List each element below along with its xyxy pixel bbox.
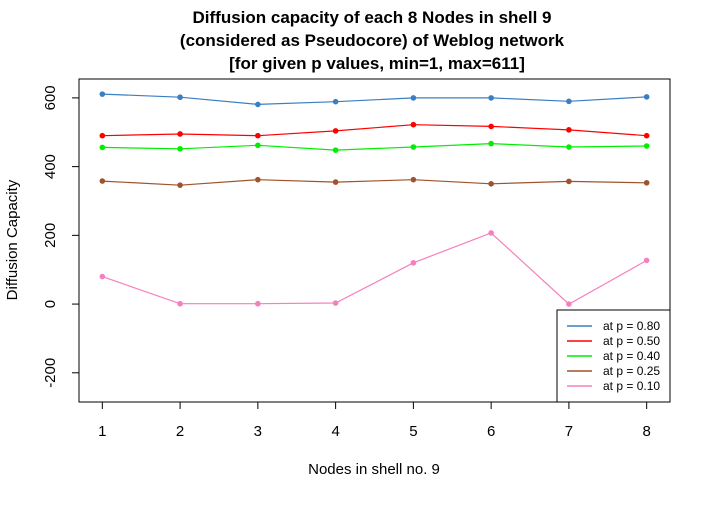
data-point bbox=[255, 176, 261, 183]
data-point bbox=[332, 300, 339, 306]
series-3 bbox=[99, 140, 650, 153]
data-point bbox=[488, 140, 494, 147]
x-tick-label: 7 bbox=[565, 423, 573, 440]
x-axis: 1 2 3 4 5 6 7 8 bbox=[98, 402, 651, 440]
y-tick-label: 600 bbox=[42, 85, 59, 110]
data-point bbox=[566, 301, 572, 307]
data-point bbox=[566, 98, 572, 105]
series-line bbox=[102, 232, 647, 305]
data-point bbox=[255, 101, 261, 108]
data-point bbox=[566, 178, 572, 185]
data-point bbox=[255, 142, 261, 149]
data-point bbox=[255, 132, 261, 139]
data-point bbox=[488, 181, 494, 187]
legend-label: at p = 0.10 bbox=[603, 379, 660, 393]
data-point bbox=[99, 273, 106, 280]
series-line bbox=[102, 124, 647, 137]
data-point bbox=[177, 300, 183, 307]
data-point bbox=[255, 300, 261, 307]
data-point bbox=[643, 143, 650, 149]
data-point bbox=[488, 230, 494, 236]
data-point bbox=[410, 260, 417, 266]
x-tick-label: 5 bbox=[409, 423, 417, 440]
chart-title-line-1: Diffusion capacity of each 8 Nodes in sh… bbox=[193, 8, 552, 27]
x-tick-label: 3 bbox=[254, 423, 262, 440]
y-tick-label: 0 bbox=[42, 300, 59, 308]
series-layer bbox=[99, 91, 650, 307]
series-5 bbox=[99, 230, 650, 307]
series-line bbox=[102, 93, 647, 106]
data-point bbox=[410, 144, 417, 150]
data-point bbox=[643, 179, 650, 186]
data-point bbox=[566, 127, 572, 133]
series-1 bbox=[99, 91, 650, 108]
legend-label: at p = 0.80 bbox=[603, 319, 660, 333]
series-line bbox=[102, 142, 647, 151]
chart-title: Diffusion capacity of each 8 Nodes in sh… bbox=[180, 8, 565, 73]
data-point bbox=[177, 94, 183, 101]
legend-label: at p = 0.40 bbox=[603, 349, 660, 363]
y-tick-label: 400 bbox=[42, 154, 59, 179]
data-point bbox=[643, 94, 650, 100]
x-tick-label: 4 bbox=[331, 423, 339, 440]
data-point bbox=[177, 131, 183, 137]
legend-label: at p = 0.50 bbox=[603, 334, 660, 348]
data-point bbox=[332, 147, 339, 153]
series-2 bbox=[99, 121, 650, 139]
y-tick-label: 200 bbox=[42, 223, 59, 248]
data-point bbox=[410, 121, 417, 128]
x-axis-label: Nodes in shell no. 9 bbox=[308, 461, 440, 478]
legend-label: at p = 0.25 bbox=[603, 364, 660, 378]
data-point bbox=[643, 132, 650, 139]
data-point bbox=[99, 91, 106, 97]
data-point bbox=[488, 123, 494, 130]
data-point bbox=[99, 178, 106, 184]
y-axis: -200 0 200 400 600 bbox=[42, 85, 79, 388]
data-point bbox=[99, 144, 106, 151]
chart-title-line-3: [for given p values, min=1, max=611] bbox=[229, 54, 525, 73]
x-tick-label: 1 bbox=[98, 423, 106, 440]
data-point bbox=[566, 144, 572, 150]
data-point bbox=[332, 128, 339, 134]
data-point bbox=[332, 98, 339, 105]
data-point bbox=[177, 145, 183, 152]
plot-frame bbox=[78, 78, 671, 403]
y-axis-label: Diffusion Capacity bbox=[4, 179, 21, 300]
series-4 bbox=[99, 176, 650, 188]
data-point bbox=[177, 182, 183, 188]
data-point bbox=[643, 257, 650, 264]
data-point bbox=[488, 95, 494, 101]
chart-title-line-2: (considered as Pseudocore) of Weblog net… bbox=[180, 31, 565, 50]
data-point bbox=[410, 176, 417, 183]
x-tick-label: 8 bbox=[642, 423, 650, 440]
series-line bbox=[102, 179, 647, 186]
y-tick-label: -200 bbox=[42, 358, 59, 388]
data-point bbox=[410, 95, 417, 101]
data-point bbox=[99, 132, 106, 139]
data-point bbox=[332, 179, 339, 185]
x-tick-label: 2 bbox=[176, 423, 184, 440]
x-tick-label: 6 bbox=[487, 423, 495, 440]
